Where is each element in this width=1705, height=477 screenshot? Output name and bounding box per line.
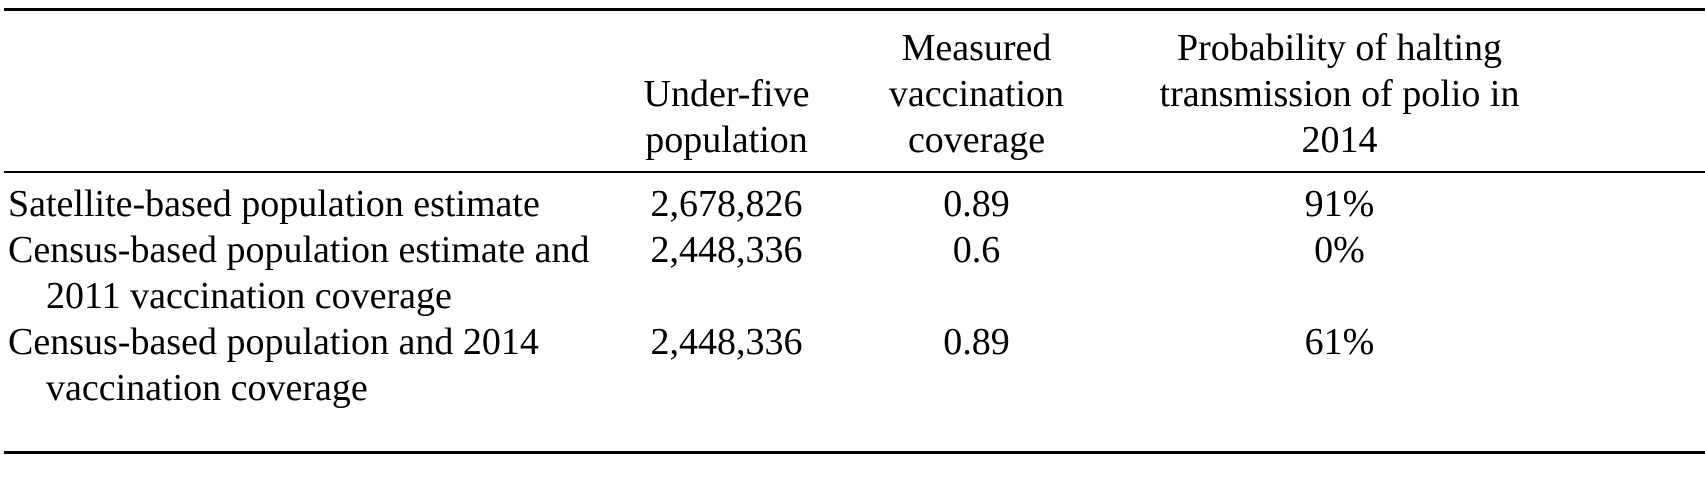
- header-row-label-empty: [4, 9, 624, 173]
- cell-satellite-population: 2,678,826: [650, 183, 803, 225]
- table-row-census-2011: Census-based population estimate and 201…: [4, 227, 1705, 319]
- table-body: Satellite-based population estimate 2,67…: [4, 172, 1705, 453]
- cell-census-2011-coverage: 0.6: [952, 229, 1001, 271]
- table-row-census-2014: Census-based population and 2014 vaccina…: [4, 319, 1705, 453]
- header-under-five-population-text: Under-five population: [643, 73, 810, 161]
- cell-census-2014-population: 2,448,336: [650, 321, 803, 363]
- row-label-census-2014-text: Census-based population and 2014 vaccina…: [8, 321, 539, 409]
- table-row-satellite: Satellite-based population estimate 2,67…: [4, 172, 1705, 227]
- cell-census-2014-probability: 61%: [1304, 321, 1375, 363]
- polio-vaccination-table: Under-five population Measured vaccinati…: [4, 8, 1705, 454]
- cell-satellite-coverage: 0.89: [943, 183, 1010, 225]
- row-label-satellite: Satellite-based population estimate: [4, 172, 624, 227]
- cell-census-2011-population: 2,448,336: [650, 229, 803, 271]
- cell-satellite-probability: 91%: [1304, 183, 1375, 225]
- table-header: Under-five population Measured vaccinati…: [4, 9, 1705, 173]
- cell-census-2011-probability: 0%: [1314, 229, 1365, 271]
- row-label-census-2014: Census-based population and 2014 vaccina…: [4, 319, 624, 453]
- header-probability-halting-text: Probability of halting transmission of p…: [1159, 27, 1520, 161]
- row-label-census-2011: Census-based population estimate and 201…: [4, 227, 624, 319]
- cell-census-2014-coverage: 0.89: [943, 321, 1010, 363]
- header-measured-vaccination-coverage: Measured vaccination coverage: [829, 9, 1124, 173]
- row-label-satellite-text: Satellite-based population estimate: [8, 183, 540, 225]
- header-measured-vaccination-coverage-text: Measured vaccination coverage: [888, 27, 1065, 161]
- row-label-census-2011-text: Census-based population estimate and 201…: [8, 229, 590, 317]
- header-probability-halting: Probability of halting transmission of p…: [1124, 9, 1705, 173]
- header-under-five-population: Under-five population: [624, 9, 829, 173]
- header-row: Under-five population Measured vaccinati…: [4, 9, 1705, 173]
